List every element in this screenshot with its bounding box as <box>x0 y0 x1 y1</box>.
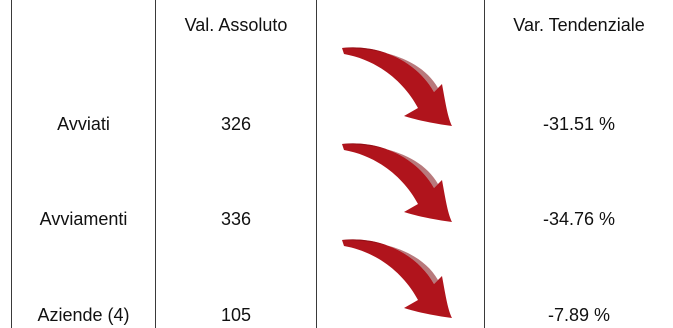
down-arrow-icon <box>338 38 460 130</box>
column-divider <box>155 0 156 328</box>
column-divider <box>11 0 12 328</box>
row-label: Avviati <box>57 114 110 134</box>
row-label: Aziende (4) <box>37 305 130 325</box>
column-divider <box>316 0 317 328</box>
row-variation: -31.51 % <box>542 114 616 134</box>
row-label: Avviamenti <box>39 209 128 229</box>
header-value-column: Val. Assoluto <box>184 15 288 35</box>
row-value: 326 <box>220 114 252 134</box>
row-variation: -34.76 % <box>542 209 616 229</box>
column-divider <box>484 0 485 328</box>
row-value: 336 <box>220 209 252 229</box>
down-arrow-icon <box>338 230 460 322</box>
header-variation-column: Var. Tendenziale <box>513 15 645 35</box>
down-arrow-icon <box>338 134 460 226</box>
row-variation: -7.89 % <box>547 305 611 325</box>
row-value: 105 <box>220 305 252 325</box>
